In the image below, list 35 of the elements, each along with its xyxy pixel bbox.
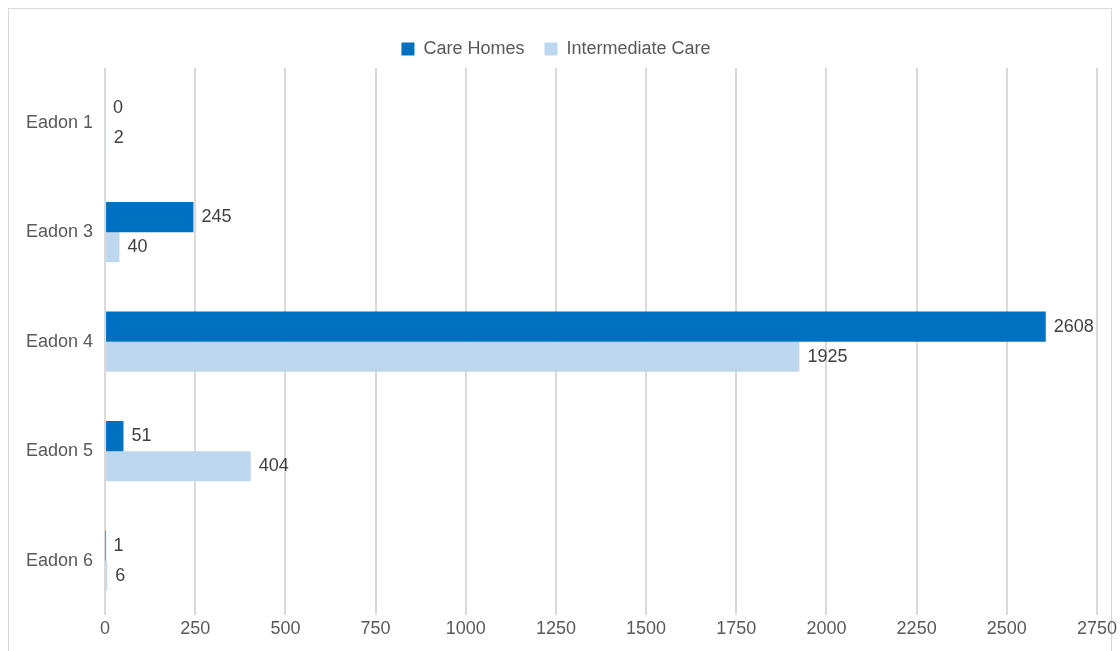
y-tick-label: Eadon 6 xyxy=(26,549,94,570)
data-label: 2608 xyxy=(1053,315,1094,336)
x-tick-label: 2250 xyxy=(896,618,937,639)
x-tick-label: 250 xyxy=(180,618,211,639)
y-tick-label: Eadon 3 xyxy=(26,221,94,242)
data-label: 245 xyxy=(201,206,232,227)
data-label: 0 xyxy=(113,96,124,117)
bar xyxy=(106,421,124,452)
x-tick-label: 2750 xyxy=(1076,618,1117,639)
data-label: 404 xyxy=(258,455,289,476)
bar xyxy=(106,202,194,233)
bar xyxy=(106,232,120,263)
y-tick-label: Eadon 1 xyxy=(26,111,94,132)
y-tick-label: Eadon 4 xyxy=(26,330,94,351)
data-label: 2 xyxy=(113,126,124,147)
x-tick-label: 500 xyxy=(270,618,301,639)
x-tick-label: 2000 xyxy=(806,618,847,639)
y-tick-label: Eadon 5 xyxy=(26,440,94,461)
legend-label: Care Homes xyxy=(423,37,525,58)
bar xyxy=(106,451,251,482)
x-tick-label: 0 xyxy=(100,618,111,639)
x-tick-label: 1500 xyxy=(626,618,667,639)
data-label: 6 xyxy=(115,564,126,585)
bar xyxy=(106,341,800,372)
x-tick-label: 1750 xyxy=(716,618,757,639)
data-label: 40 xyxy=(127,236,148,257)
data-label: 1 xyxy=(113,534,124,555)
x-tick-label: 2500 xyxy=(986,618,1027,639)
x-tick-label: 750 xyxy=(360,618,391,639)
bar xyxy=(106,311,1046,342)
data-label: 1925 xyxy=(807,345,848,366)
x-tick-label: 1000 xyxy=(445,618,486,639)
x-tick-label: 1250 xyxy=(535,618,576,639)
legend-label: Intermediate Care xyxy=(566,37,711,58)
data-label: 51 xyxy=(131,425,152,446)
